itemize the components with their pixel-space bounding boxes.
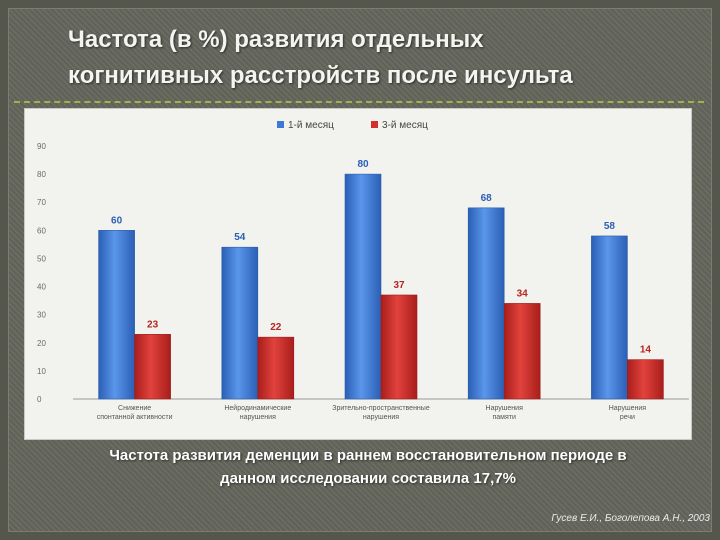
bar-chart: 0 10 20 30 40 50 60 70 80 90 60 54 80 68 58 23 22 37 34 14 С… <box>37 120 689 421</box>
bar-month1 <box>591 235 628 400</box>
data-label: 58 <box>604 221 616 232</box>
divider-line <box>14 101 704 103</box>
x-tick-label: Нарушения памяти <box>486 405 524 421</box>
data-label: 54 <box>234 232 246 243</box>
data-label: 68 <box>481 193 493 204</box>
data-label: 37 <box>393 280 405 291</box>
x-tick-label: Зрительно-пространственные нарушения <box>332 405 430 421</box>
y-tick-label: 60 <box>37 226 46 235</box>
data-label: 60 <box>111 215 123 226</box>
dementia-note: Частота развития деменции в раннем восст… <box>50 444 686 490</box>
legend-swatch <box>371 121 378 128</box>
source-citation: Гусев Е.И., Боголепова А.Н., 2003 <box>551 513 710 524</box>
legend-swatch <box>277 121 284 128</box>
chart-panel: 0 10 20 30 40 50 60 70 80 90 60 54 80 68 58 23 22 37 34 14 С… <box>24 108 692 440</box>
data-label: 23 <box>147 319 159 330</box>
bar-month1 <box>98 230 135 400</box>
title-line-1: Частота (в %) развития отдельных <box>68 26 484 53</box>
data-label: 22 <box>270 322 282 333</box>
y-tick-label: 80 <box>37 170 46 179</box>
data-label: 80 <box>357 159 369 170</box>
bar-month1 <box>221 246 259 400</box>
bar-month1 <box>467 207 505 400</box>
x-tick-label: Нарушения речи <box>609 405 647 421</box>
x-tick-label: Нейродинамические нарушения <box>224 404 291 421</box>
x-tick-label: Снижение спонтанной активности <box>97 405 173 421</box>
y-tick-label: 90 <box>37 142 46 151</box>
bar-month3 <box>627 359 664 400</box>
y-tick-label: 10 <box>37 367 46 376</box>
y-tick-label: 40 <box>37 283 46 292</box>
y-tick-label: 20 <box>37 339 46 348</box>
bar-month3 <box>380 294 418 400</box>
legend-label: 3-й месяц <box>382 120 428 131</box>
data-label: 14 <box>640 345 652 356</box>
note-line-2: данном исследовании составила 17,7% <box>220 470 516 487</box>
legend-label: 1-й месяц <box>288 120 334 131</box>
slide-title: Частота (в %) развития отдельных когнити… <box>68 22 688 94</box>
y-tick-label: 0 <box>37 395 42 404</box>
note-line-1: Частота развития деменции в раннем восст… <box>109 447 627 464</box>
y-tick-label: 30 <box>37 311 46 320</box>
bar-month1 <box>344 173 382 400</box>
data-label: 34 <box>517 288 529 299</box>
bar-month3 <box>134 334 171 400</box>
bar-month3 <box>503 303 541 400</box>
bar-month3 <box>257 336 295 400</box>
title-line-2: когнитивных расстройств после инсульта <box>68 62 573 89</box>
y-tick-label: 50 <box>37 254 46 263</box>
y-tick-label: 70 <box>37 198 46 207</box>
